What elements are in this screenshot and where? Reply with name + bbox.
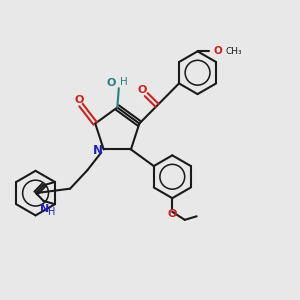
Text: H: H bbox=[47, 207, 55, 217]
Text: O: O bbox=[168, 209, 177, 219]
Text: N: N bbox=[40, 204, 49, 214]
Text: CH₃: CH₃ bbox=[225, 47, 242, 56]
Text: O: O bbox=[75, 95, 84, 105]
Text: O: O bbox=[107, 78, 116, 88]
Text: O: O bbox=[213, 46, 222, 56]
Text: O: O bbox=[137, 85, 147, 95]
Text: N: N bbox=[93, 143, 103, 157]
Text: H: H bbox=[120, 76, 128, 87]
